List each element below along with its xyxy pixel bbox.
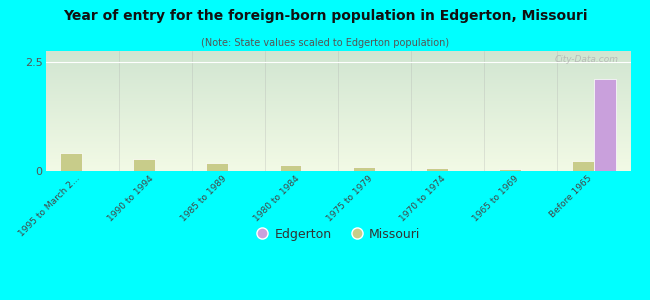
Bar: [60, 153, 82, 171]
Bar: [133, 159, 155, 171]
Text: (Note: State values scaled to Edgerton population): (Note: State values scaled to Edgerton p…: [201, 38, 449, 47]
Text: City-Data.com: City-Data.com: [555, 55, 619, 64]
Text: Year of entry for the foreign-born population in Edgerton, Missouri: Year of entry for the foreign-born popul…: [63, 9, 587, 23]
Bar: [352, 167, 374, 171]
Bar: [499, 169, 521, 171]
Legend: Edgerton, Missouri: Edgerton, Missouri: [251, 223, 425, 246]
Bar: [426, 168, 448, 171]
Bar: [207, 163, 228, 171]
Bar: [572, 161, 594, 171]
Bar: [594, 80, 616, 171]
Bar: [280, 165, 302, 171]
